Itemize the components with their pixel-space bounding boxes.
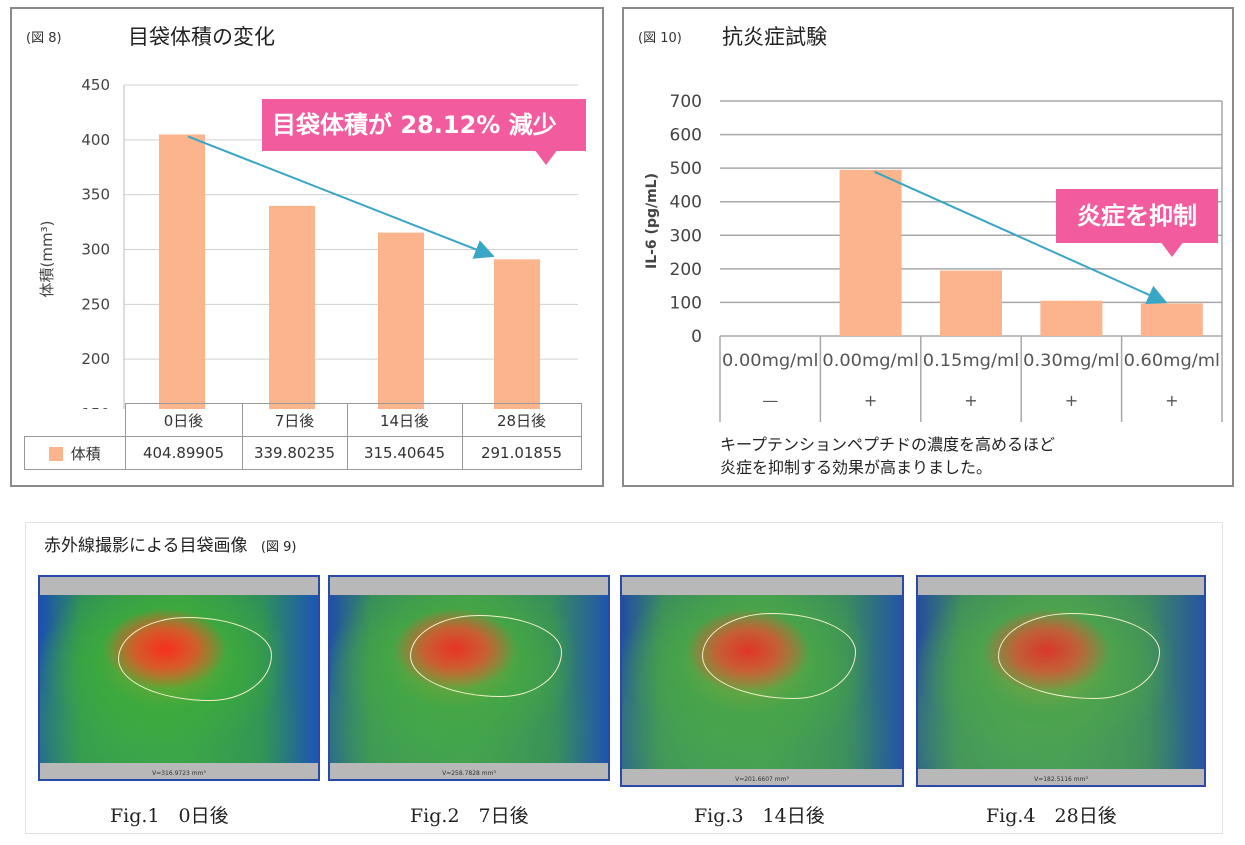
legend-swatch xyxy=(48,447,63,461)
fig10-chart: 0 100 200 300 400 500 600 700 0.00mg/ml — 0.00mg/… xyxy=(644,92,1223,422)
ir-volume-3: V=201.6607 mm³ xyxy=(735,776,789,783)
fig9-caption-4: Fig.4 28日後 xyxy=(986,805,1117,827)
fig8-callout: 目袋体積が 28.12% 減少 xyxy=(262,99,586,165)
fig8-panel: (図 8) 目袋体積の変化 150 200 250 300 350 400 450 体積(m… xyxy=(10,7,604,487)
y-tick-label: 200 xyxy=(670,260,702,280)
x-tick-label: 0.00mg/ml xyxy=(822,351,918,371)
fig8-callout-text: 目袋体積が 28.12% 減少 xyxy=(272,111,557,139)
stimulus-label: + xyxy=(864,391,877,410)
x-tick-label: 0.00mg/ml xyxy=(722,351,818,371)
table-header-cell: 14日後 xyxy=(346,403,463,437)
ir-image-1: V=316.9723 mm³ xyxy=(38,575,320,781)
fig9-panel: 赤外線撮影による目袋画像 (図 9) V=316.9723 mm³ V=258.… xyxy=(25,522,1223,834)
y-tick-label: 200 xyxy=(81,350,110,368)
table-header-cell: 28日後 xyxy=(461,403,582,437)
ir-volume-2: V=258.7828 mm³ xyxy=(442,770,496,777)
table-cell: 404.89905 xyxy=(124,436,243,470)
table-cell: 339.80235 xyxy=(241,436,348,470)
stimulus-label: — xyxy=(762,391,778,410)
y-tick-label: 400 xyxy=(81,131,110,149)
fig9-label: (図 9) xyxy=(260,540,297,555)
bar xyxy=(159,134,205,409)
ir-volume-1: V=316.9723 mm³ xyxy=(152,770,206,777)
y-tick-label: 300 xyxy=(81,241,110,259)
fig10-label: (図 10) xyxy=(638,31,682,46)
ir-image-2: V=258.7828 mm³ xyxy=(328,575,610,781)
fig8-data-table: 0日後 7日後 14日後 28日後 体積 404.89905 339.80235… xyxy=(24,403,582,470)
y-tick-label: 400 xyxy=(670,193,702,213)
fig10-trend-arrow xyxy=(874,170,1168,305)
y-tick-label: 700 xyxy=(670,92,702,112)
table-header-cell: 7日後 xyxy=(241,403,348,437)
y-tick-label: 0 xyxy=(691,327,702,347)
ir-image-4: V=182.5116 mm³ xyxy=(916,575,1206,787)
legend-label: 体積 xyxy=(70,444,101,463)
fig10-callout-text: 炎症を抑制 xyxy=(1077,202,1197,230)
fig10-note: キープテンションペプチドの濃度を高めるほど 炎症を抑制する効果が高まりました。 xyxy=(720,433,1055,479)
bar xyxy=(1040,300,1103,336)
stimulus-label: + xyxy=(964,391,977,410)
table-row: 体積 404.89905 339.80235 315.40645 291.018… xyxy=(24,436,582,470)
fig10-ylabel: IL-6 (pg/mL) xyxy=(644,173,660,269)
fig8-chart: 150 200 250 300 350 400 450 体積(mm³) xyxy=(38,76,578,409)
y-tick-label: 250 xyxy=(81,295,110,313)
table-cell: 291.01855 xyxy=(461,436,582,470)
y-tick-label: 600 xyxy=(670,126,702,146)
fig10-note-line1: キープテンションペプチドの濃度を高めるほど xyxy=(720,435,1056,454)
fig8-title: 目袋体積の変化 xyxy=(128,25,275,49)
y-tick-label: 450 xyxy=(81,76,110,94)
bar xyxy=(1140,303,1203,336)
fig8-label: (図 8) xyxy=(26,31,62,46)
ir-image-3: V=201.6607 mm³ xyxy=(620,575,904,787)
y-tick-label: 500 xyxy=(670,159,702,179)
bar xyxy=(494,259,540,409)
fig8-callout-tail xyxy=(534,149,558,165)
table-cell: 315.40645 xyxy=(346,436,463,470)
fig10-panel: (図 10) 抗炎症試験 0 100 200 300 400 500 600 700 0.00… xyxy=(622,7,1234,487)
fig10-title: 抗炎症試験 xyxy=(722,25,827,49)
table-header-cell: 0日後 xyxy=(124,403,243,437)
fig8-ylabel: 体積(mm³) xyxy=(38,221,56,298)
bar xyxy=(839,169,902,336)
y-tick-label: 150 xyxy=(81,405,110,409)
fig9-caption-1: Fig.1 0日後 xyxy=(110,805,229,827)
y-tick-label: 350 xyxy=(81,186,110,204)
ir-volume-4: V=182.5116 mm³ xyxy=(1034,776,1088,783)
fig9-heading: 赤外線撮影による目袋画像 (図 9) xyxy=(44,531,296,556)
bar xyxy=(378,232,424,409)
x-tick-label: 0.30mg/ml xyxy=(1023,351,1119,371)
x-tick-label: 0.15mg/ml xyxy=(923,351,1019,371)
y-tick-label: 300 xyxy=(670,226,702,246)
bar xyxy=(269,205,315,409)
fig10-callout: 炎症を抑制 xyxy=(1056,189,1218,257)
legend-cell: 体積 xyxy=(24,436,126,470)
x-tick-label: 0.60mg/ml xyxy=(1124,351,1220,371)
fig9-caption-3: Fig.3 14日後 xyxy=(694,805,825,827)
bar xyxy=(940,270,1002,336)
table-row: 0日後 7日後 14日後 28日後 xyxy=(25,403,582,437)
fig8-trend-arrow xyxy=(187,135,495,259)
fig9-heading-text: 赤外線撮影による目袋画像 xyxy=(44,536,248,556)
fig10-note-line2: 炎症を抑制する効果が高まりました。 xyxy=(720,458,993,477)
stimulus-label: + xyxy=(1165,391,1178,410)
fig9-caption-2: Fig.2 7日後 xyxy=(410,805,529,827)
y-tick-label: 100 xyxy=(670,293,702,313)
fig10-callout-tail xyxy=(1160,241,1184,257)
stimulus-label: + xyxy=(1065,391,1078,410)
